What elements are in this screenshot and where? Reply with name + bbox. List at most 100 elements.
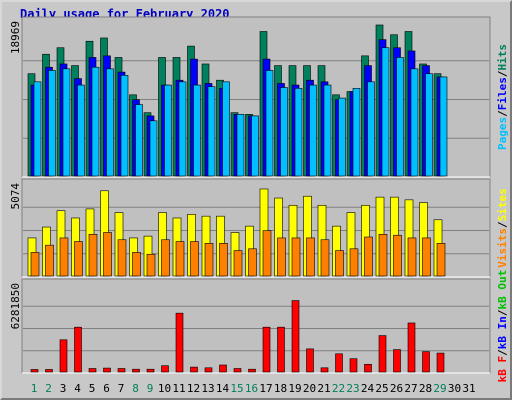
- pages-bar: [120, 75, 129, 177]
- pages-bar: [265, 70, 274, 177]
- x-tick-label: 16: [245, 382, 258, 395]
- sites-bar: [219, 243, 228, 277]
- kb-f-bar: [436, 352, 445, 373]
- pages-bar: [207, 86, 216, 177]
- bot-axis-label-part: /: [496, 309, 509, 316]
- pages-bar: [251, 115, 259, 177]
- x-tick-label: 25: [375, 382, 388, 395]
- x-tick-label: 2: [45, 382, 52, 395]
- kb-f-bar: [219, 364, 227, 373]
- pages-bar: [410, 68, 419, 177]
- kb-f-bar: [349, 358, 358, 373]
- sites-bar: [190, 241, 199, 277]
- x-tick-label: 17: [259, 382, 272, 395]
- mid-axis-label-part: /: [496, 221, 509, 228]
- sites-bar: [393, 234, 402, 277]
- sites-bar: [30, 252, 40, 277]
- kb-f-bar: [393, 349, 401, 373]
- sites-bar: [291, 237, 301, 277]
- pages-bar: [135, 104, 143, 177]
- x-tick-label: 6: [103, 382, 110, 395]
- sites-bar: [262, 230, 272, 277]
- x-tick-label: 7: [118, 382, 125, 395]
- kb-f-bar: [132, 368, 140, 373]
- top-axis-label-part: /: [496, 110, 509, 117]
- x-tick-label: 22: [332, 382, 345, 395]
- bot-panel: [21, 278, 491, 374]
- kb-f-bar: [306, 348, 314, 373]
- x-tick-label: 14: [216, 382, 230, 395]
- pages-bar: [178, 81, 187, 177]
- kb-f-bar: [45, 369, 53, 373]
- kb-f-bar: [161, 365, 169, 373]
- top-axis-label-part: Hits: [496, 44, 509, 71]
- pages-bar: [77, 84, 85, 177]
- sites-bar: [277, 237, 286, 277]
- bot-axis-label-part: /: [496, 349, 509, 356]
- x-tick-label: 3: [60, 382, 67, 395]
- kb-f-bar: [190, 366, 198, 373]
- pages-bar: [294, 88, 303, 177]
- top-axis-label-part: Files: [496, 77, 509, 110]
- bot-ytick-label: 6281850: [9, 283, 22, 329]
- sites-bar: [320, 239, 330, 277]
- kb-f-bar: [103, 367, 111, 373]
- sites-bar: [161, 239, 170, 277]
- kb-f-bar: [175, 312, 184, 373]
- top-axis-label-part: /: [496, 70, 509, 77]
- mid-axis-label-part: Sites: [496, 188, 509, 221]
- sites-bar: [335, 250, 344, 277]
- x-tick-label: 21: [317, 382, 330, 395]
- top-ytick-label: 18969: [9, 21, 22, 54]
- kb-f-bar: [74, 326, 82, 373]
- mid-axis-label: Visits/Sites: [496, 188, 509, 268]
- kb-f-bar: [30, 369, 39, 373]
- x-tick-label: 18: [274, 382, 287, 395]
- x-tick-label: 23: [346, 382, 359, 395]
- sites-bar: [248, 248, 257, 277]
- x-tick-label: 11: [172, 382, 185, 395]
- x-tick-label: 8: [132, 382, 139, 395]
- kb-f-bar: [204, 367, 213, 373]
- pages-bar: [396, 57, 404, 177]
- pages-bar: [236, 113, 245, 177]
- sites-bar: [204, 243, 214, 277]
- x-tick-label: 20: [303, 382, 316, 395]
- kb-f-bar: [378, 335, 387, 373]
- pages-bar: [149, 120, 158, 177]
- kb-f-bar: [277, 326, 285, 373]
- top-axis-label-part: Pages: [496, 117, 509, 150]
- kb-f-bar: [248, 368, 256, 373]
- kb-f-bar: [88, 368, 97, 373]
- sites-bar: [233, 250, 243, 277]
- sites-bar: [407, 237, 417, 277]
- pages-bar: [439, 76, 448, 177]
- sites-bar: [45, 244, 54, 277]
- mid-ytick-label: 5074: [9, 183, 22, 210]
- pages-bar: [62, 68, 71, 177]
- kb-f-bar: [407, 322, 416, 373]
- pages-bar: [48, 70, 56, 177]
- pages-bar: [367, 81, 375, 177]
- sites-bar: [175, 241, 185, 277]
- sites-bar: [103, 232, 112, 277]
- pages-bar: [352, 88, 361, 177]
- sites-bar: [349, 248, 359, 277]
- x-tick-label: 9: [147, 382, 154, 395]
- pages-bar: [33, 81, 42, 177]
- bot-axis-label: kB F/kB In/kB Out: [496, 270, 509, 383]
- x-tick-label: 31: [462, 382, 475, 395]
- sites-bar: [378, 233, 388, 277]
- x-tick-label: 24: [361, 382, 375, 395]
- kb-f-bar: [117, 368, 126, 373]
- sites-bar: [364, 236, 373, 277]
- kb-f-bar: [291, 300, 300, 373]
- kb-f-bar: [262, 326, 271, 373]
- sites-bar: [59, 237, 69, 277]
- top-axis-label: Pages/Files/Hits: [496, 44, 509, 150]
- pages-bar: [338, 97, 346, 177]
- x-tick-label: 5: [89, 382, 96, 395]
- x-tick-label: 15: [230, 382, 243, 395]
